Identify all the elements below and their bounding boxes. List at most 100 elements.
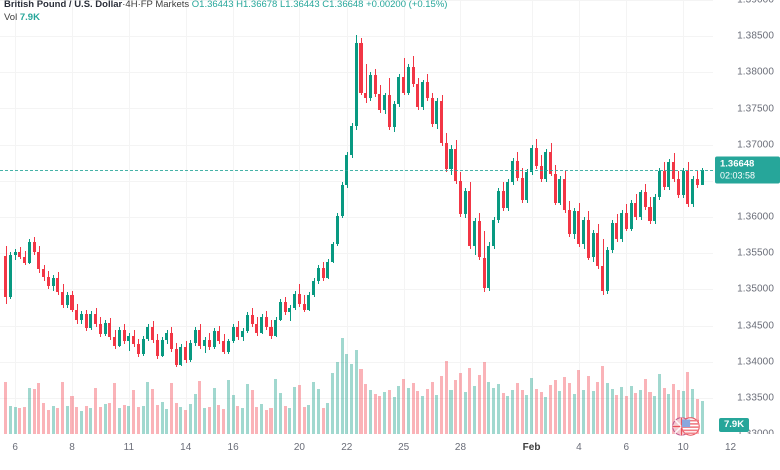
candle-body — [620, 212, 624, 239]
volume-bar — [387, 389, 391, 434]
gridline-vertical — [72, 0, 73, 434]
volume-bar — [449, 389, 453, 434]
time-axis[interactable]: 6 8 11 14 16 20 22 25 28 Feb 4 6 10 12 — [0, 434, 780, 470]
volume-bar — [288, 407, 292, 434]
volume-bar — [501, 392, 505, 434]
candle-body — [37, 251, 41, 270]
candle-body — [567, 209, 571, 235]
candle-body — [501, 190, 505, 209]
candle-body — [383, 95, 387, 110]
candle-body — [534, 147, 538, 167]
candle-body — [127, 335, 131, 342]
volume-bar — [653, 395, 657, 434]
symbol-name[interactable]: British Pound / U.S. Dollar — [4, 0, 123, 10]
candle-body — [378, 94, 382, 110]
candle-body — [487, 245, 491, 288]
candle-body — [212, 331, 216, 348]
volume-bar — [624, 396, 628, 434]
volume-bar — [582, 390, 586, 434]
volume-bar — [174, 403, 178, 434]
volume-bar — [681, 391, 685, 434]
volume-bar — [676, 390, 680, 434]
candle-body — [345, 154, 349, 186]
gridline-horizontal — [0, 289, 713, 290]
candle-body — [643, 192, 647, 207]
volume-bar — [572, 393, 576, 434]
volume-bar — [250, 390, 254, 434]
chart-plot-area[interactable] — [0, 0, 713, 434]
volume-bar — [65, 406, 69, 434]
legend-volume-row[interactable]: Vol 7.9K — [4, 12, 447, 23]
candle-body — [691, 179, 695, 204]
volume-bar — [359, 369, 363, 434]
volume-bar — [411, 382, 415, 434]
volume-bar — [548, 385, 553, 434]
volume-bar — [293, 386, 297, 434]
volume-bar — [37, 382, 41, 434]
volume-bar — [591, 391, 595, 434]
price-axis[interactable]: 1.330001.335001.340001.345001.350001.355… — [713, 0, 780, 440]
candle-body — [473, 221, 477, 246]
gridline-horizontal — [0, 398, 713, 399]
candle-body — [278, 302, 282, 320]
volume-bar — [406, 387, 410, 434]
volume-bar — [534, 388, 538, 434]
volume-bar — [75, 406, 79, 434]
volume-bar — [496, 384, 500, 434]
volume-bar — [643, 379, 647, 434]
candle-body — [601, 266, 605, 291]
candle-body — [492, 219, 496, 246]
volume-bar — [577, 370, 581, 434]
volume-bar — [335, 361, 339, 434]
volume-bar — [354, 350, 358, 434]
volume-bar — [27, 388, 31, 434]
volume-bar — [615, 394, 619, 434]
volume-bar — [473, 386, 477, 434]
legend-sep-1: · — [122, 0, 126, 10]
volume-bar — [226, 379, 230, 434]
volume-bar — [511, 390, 515, 434]
candle-body — [506, 182, 510, 209]
price-tick-label: 1.35500 — [737, 247, 774, 259]
interval-label[interactable]: 4H — [125, 0, 138, 10]
candle-body — [56, 277, 60, 293]
volume-bar — [165, 408, 169, 434]
volume-bar — [259, 404, 264, 434]
candle-body — [544, 151, 548, 180]
candle-body — [70, 295, 74, 310]
gridline-vertical — [683, 0, 684, 434]
candle-body — [65, 295, 69, 306]
usd-flag-icon[interactable] — [681, 417, 700, 436]
ohlc-high: H1.36678 — [236, 0, 278, 10]
provider-label[interactable]: FP Markets — [140, 0, 190, 10]
gridline-horizontal — [0, 217, 713, 218]
volume-bar — [108, 403, 112, 434]
volume-bar — [155, 405, 159, 434]
time-tick-label: 28 — [454, 442, 467, 453]
candle-body — [283, 302, 287, 313]
candle-body — [577, 211, 581, 245]
volume-bar — [662, 387, 666, 434]
volume-bar — [463, 392, 467, 434]
candle-body — [430, 98, 434, 125]
candle-body — [231, 326, 235, 342]
candle-body — [46, 277, 50, 286]
volume-bar — [515, 383, 519, 434]
candle-body — [274, 319, 278, 336]
volume-bar — [326, 402, 330, 434]
legend-title-row[interactable]: British Pound / U.S. Dollar·4H·FP Market… — [4, 0, 447, 10]
time-tick-label: 16 — [227, 442, 239, 453]
volume-bar — [255, 406, 259, 434]
candle-body — [477, 221, 481, 258]
legend-sep-2: · — [137, 0, 141, 10]
price-tick-label: 1.33500 — [737, 392, 774, 404]
volume-bar — [4, 381, 8, 434]
candle-body — [236, 326, 240, 338]
price-tick-label: 1.36000 — [737, 211, 774, 223]
candle-body — [141, 338, 145, 355]
candle-body — [582, 219, 586, 245]
symbol-flag-icons[interactable] — [672, 416, 714, 437]
volume-bar — [94, 387, 98, 434]
volume-bar — [553, 379, 557, 434]
volume-bar — [601, 365, 605, 434]
